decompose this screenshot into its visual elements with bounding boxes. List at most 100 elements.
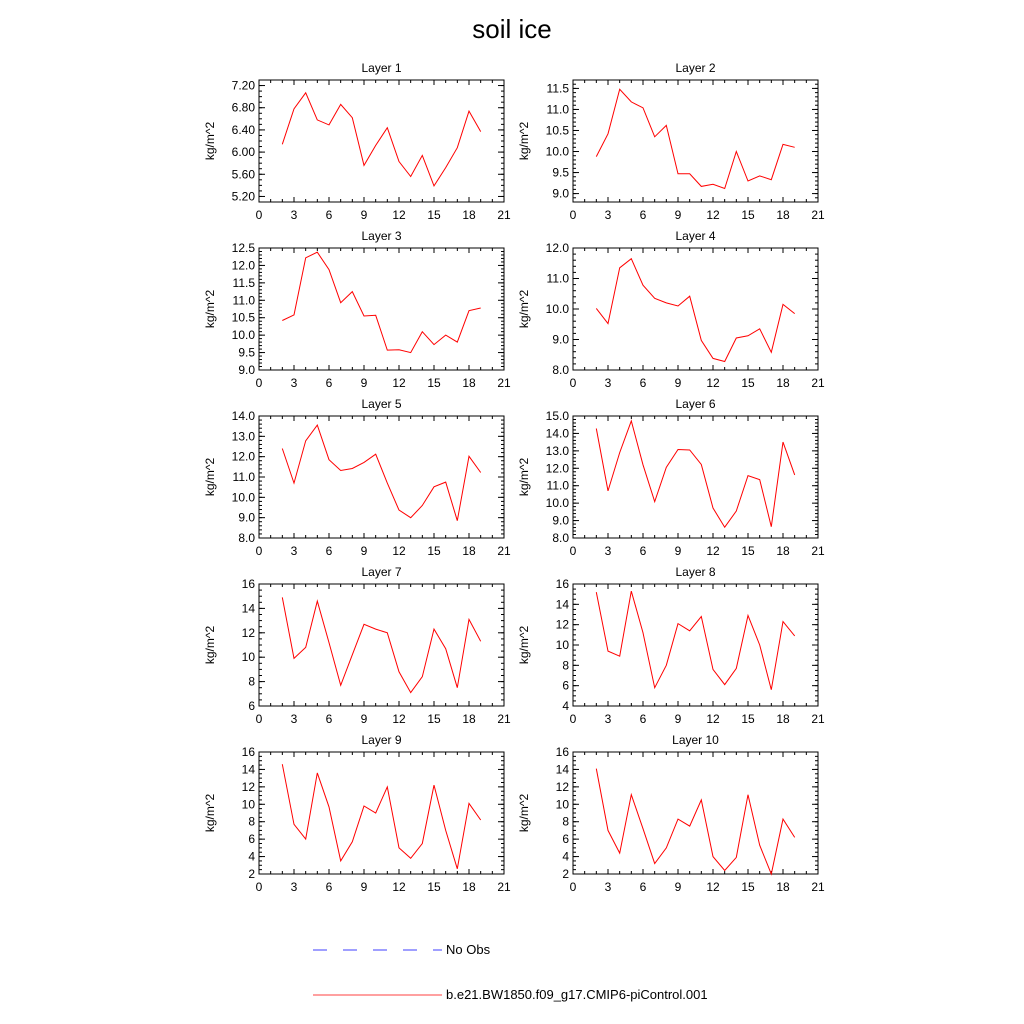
x-tick-label: 12 bbox=[706, 208, 720, 222]
y-tick-label: 14 bbox=[242, 601, 256, 615]
series-line-model bbox=[281, 597, 482, 694]
x-tick-label: 3 bbox=[605, 880, 612, 894]
y-tick-label: 4 bbox=[562, 699, 569, 713]
y-tick-label: 4 bbox=[248, 850, 255, 864]
x-tick-label: 3 bbox=[291, 208, 298, 222]
panel-title: Layer 2 bbox=[675, 61, 715, 75]
x-tick-label: 9 bbox=[361, 376, 368, 390]
y-axis-label: kg/m^2 bbox=[203, 626, 217, 665]
x-tick-label: 9 bbox=[675, 880, 682, 894]
series-line-model bbox=[595, 768, 796, 876]
x-tick-label: 0 bbox=[256, 712, 263, 726]
panel-layer-7: 0 3 6 9 12 15 18 21 6 8 10 12 14 16 Layer 7 kg/m^2 bbox=[203, 565, 511, 726]
y-tick-label: 9.5 bbox=[238, 346, 255, 360]
x-tick-label: 0 bbox=[256, 544, 263, 558]
y-tick-label: 8 bbox=[248, 675, 255, 689]
panel-title: Layer 8 bbox=[675, 565, 715, 579]
x-tick-label: 18 bbox=[462, 208, 476, 222]
x-tick-label: 15 bbox=[741, 544, 755, 558]
x-tick-label: 15 bbox=[741, 880, 755, 894]
y-tick-label: 9.0 bbox=[238, 363, 255, 377]
x-tick-label: 9 bbox=[361, 712, 368, 726]
x-tick-label: 12 bbox=[392, 376, 406, 390]
y-tick-label: 10 bbox=[556, 797, 570, 811]
y-tick-label: 13.0 bbox=[546, 444, 570, 458]
series-line-model bbox=[282, 251, 481, 354]
page-title: soil ice bbox=[472, 14, 552, 44]
y-tick-label: 10.0 bbox=[546, 145, 570, 159]
panel-layer-6: 0 3 6 9 12 15 18 21 8.0 9.0 10.0 11.0 12.0 13.0 14.0 15… bbox=[517, 397, 825, 558]
x-tick-label: 15 bbox=[741, 208, 755, 222]
panel-layer-1: 0 3 6 9 12 15 18 21 5.20 5.60 6.00 6.40 6.80 7.20 Laye… bbox=[203, 61, 511, 222]
x-tick-label: 3 bbox=[605, 376, 612, 390]
x-tick-label: 18 bbox=[462, 376, 476, 390]
y-tick-label: 11.0 bbox=[547, 479, 570, 493]
y-tick-label: 6.80 bbox=[232, 101, 256, 115]
x-tick-label: 3 bbox=[291, 880, 298, 894]
panel-layer-3: 0 3 6 9 12 15 18 21 9.0 9.5 10.0 10.5 11.0 11.5 12.0 12… bbox=[203, 229, 511, 390]
x-tick-label: 12 bbox=[706, 880, 720, 894]
x-tick-label: 9 bbox=[675, 712, 682, 726]
plot-frame bbox=[572, 79, 819, 203]
x-tick-label: 12 bbox=[392, 712, 406, 726]
x-tick-label: 15 bbox=[427, 376, 441, 390]
y-tick-label: 9.0 bbox=[552, 187, 569, 201]
y-tick-label: 11.5 bbox=[547, 81, 570, 95]
x-tick-label: 9 bbox=[675, 208, 682, 222]
x-tick-label: 21 bbox=[811, 880, 825, 894]
panel-title: Layer 3 bbox=[361, 229, 401, 243]
x-tick-label: 18 bbox=[776, 208, 790, 222]
y-tick-label: 16 bbox=[242, 745, 256, 759]
y-tick-label: 11.0 bbox=[547, 102, 570, 116]
plot-frame bbox=[258, 247, 505, 371]
y-tick-label: 7.20 bbox=[232, 79, 256, 93]
x-tick-label: 3 bbox=[605, 544, 612, 558]
y-axis-label: kg/m^2 bbox=[203, 794, 217, 833]
x-tick-label: 3 bbox=[291, 712, 298, 726]
panel-layer-2: 0 3 6 9 12 15 18 21 9.0 9.5 10.0 10.5 11.0 11.5 Layer … bbox=[517, 61, 825, 222]
x-tick-label: 15 bbox=[427, 544, 441, 558]
x-tick-label: 0 bbox=[570, 208, 577, 222]
x-tick-label: 21 bbox=[811, 208, 825, 222]
x-tick-label: 15 bbox=[427, 880, 441, 894]
y-tick-label: 4 bbox=[562, 850, 569, 864]
panel-title: Layer 1 bbox=[361, 61, 401, 75]
y-tick-label: 6.40 bbox=[232, 123, 256, 137]
x-tick-label: 21 bbox=[811, 544, 825, 558]
y-axis-label: kg/m^2 bbox=[517, 290, 531, 329]
y-tick-label: 15.0 bbox=[546, 409, 570, 423]
series-line-model bbox=[595, 419, 796, 529]
y-tick-label: 11.0 bbox=[233, 470, 256, 484]
y-tick-label: 12 bbox=[242, 626, 256, 640]
y-tick-label: 6 bbox=[248, 832, 255, 846]
x-tick-label: 6 bbox=[326, 712, 333, 726]
y-tick-label: 10 bbox=[242, 797, 256, 811]
y-tick-label: 10.0 bbox=[232, 490, 256, 504]
y-tick-label: 12.0 bbox=[232, 258, 256, 272]
x-tick-label: 15 bbox=[427, 712, 441, 726]
y-tick-label: 9.5 bbox=[552, 166, 569, 180]
series-line-model bbox=[595, 590, 796, 690]
y-tick-label: 10.5 bbox=[232, 311, 256, 325]
x-tick-label: 9 bbox=[361, 544, 368, 558]
y-axis-label: kg/m^2 bbox=[517, 626, 531, 665]
x-tick-label: 12 bbox=[392, 544, 406, 558]
y-tick-label: 10 bbox=[242, 650, 256, 664]
y-tick-label: 8.0 bbox=[238, 531, 255, 545]
y-tick-label: 11.0 bbox=[233, 293, 256, 307]
x-tick-label: 21 bbox=[497, 208, 511, 222]
x-tick-label: 12 bbox=[706, 712, 720, 726]
legend-label-no-obs: No Obs bbox=[446, 942, 491, 957]
panel-title: Layer 6 bbox=[675, 397, 715, 411]
y-tick-label: 12.0 bbox=[232, 450, 256, 464]
x-tick-label: 6 bbox=[326, 880, 333, 894]
y-tick-label: 2 bbox=[562, 867, 569, 881]
panel-title: Layer 7 bbox=[361, 565, 401, 579]
x-tick-label: 6 bbox=[640, 208, 647, 222]
y-tick-label: 10.0 bbox=[546, 302, 570, 316]
x-tick-label: 12 bbox=[706, 544, 720, 558]
plot-frame bbox=[572, 415, 819, 539]
